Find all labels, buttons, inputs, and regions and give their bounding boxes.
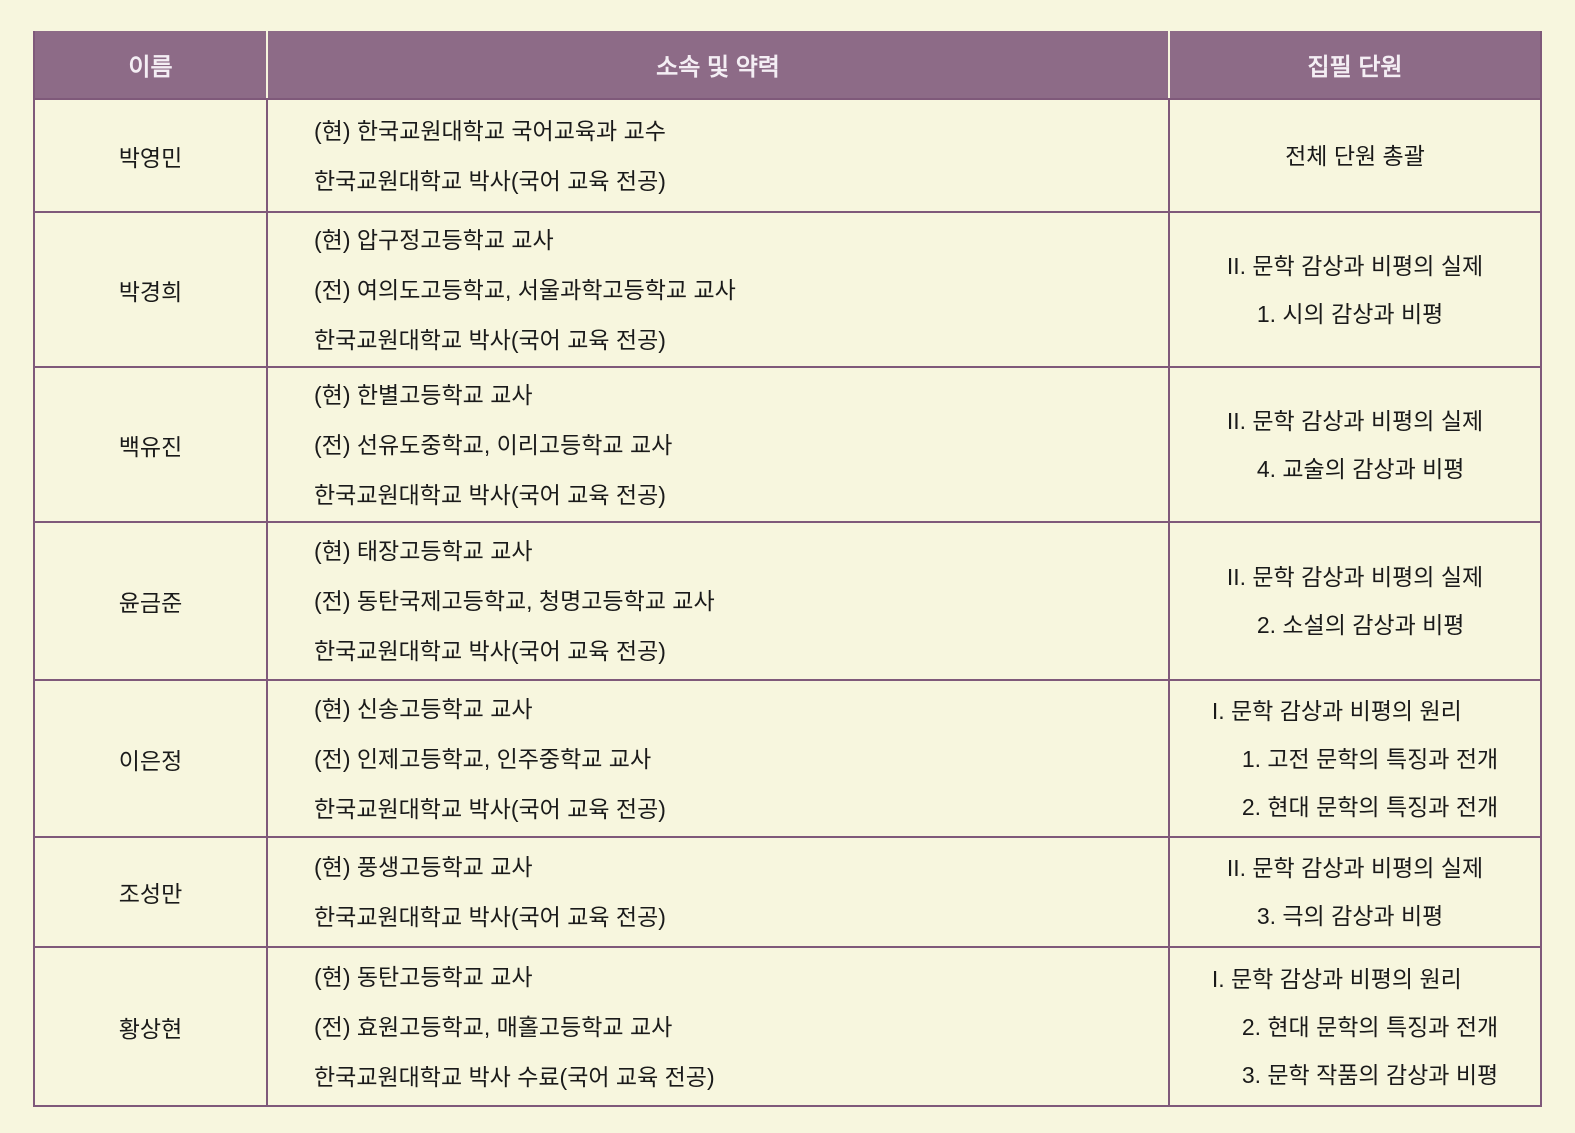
units-block: II. 문학 감상과 비평의 실제 1. 시의 감상과 비평: [1227, 242, 1483, 338]
career-line: (전) 인제고등학교, 인주중학교 교사: [314, 745, 652, 772]
unit-line: 3. 극의 감상과 비평: [1256, 903, 1444, 929]
unit-line: II. 문학 감상과 비평의 실제: [1226, 407, 1484, 434]
table-header-row: 이름 소속 및 약력 집필 단원: [35, 31, 1540, 100]
unit-line: II. 문학 감상과 비평의 실제: [1226, 855, 1484, 881]
table-row: 이은정 (현) 신송고등학교 교사 (전) 인제고등학교, 인주중학교 교사 한…: [35, 681, 1540, 838]
table-row: 박경희 (현) 압구정고등학교 교사 (전) 여의도고등학교, 서울과학고등학교…: [35, 213, 1540, 368]
career-line: 한국교원대학교 박사(국어 교육 전공): [314, 904, 666, 930]
unit-line: 1. 고전 문학의 특징과 전개: [1241, 745, 1499, 772]
unit-line: I. 문학 감상과 비평의 원리: [1211, 697, 1462, 724]
career-line: 한국교원대학교 박사(국어 교육 전공): [314, 638, 666, 664]
author-name: 조성만: [35, 838, 268, 946]
units-cell: II. 문학 감상과 비평의 실제 1. 시의 감상과 비평: [1170, 213, 1540, 366]
career-line: (현) 풍생고등학교 교사: [314, 854, 533, 880]
unit-line: 전체 단원 총괄: [1285, 142, 1425, 169]
authors-table: 이름 소속 및 약력 집필 단원 박영민 (현) 한국교원대학교 국어교육과 교…: [33, 31, 1542, 1107]
unit-line: II. 문학 감상과 비평의 실제: [1226, 564, 1484, 590]
units-cell: II. 문학 감상과 비평의 실제 4. 교술의 감상과 비평: [1170, 368, 1540, 521]
author-name: 박영민: [35, 100, 268, 211]
units-block: II. 문학 감상과 비평의 실제 2. 소설의 감상과 비평: [1227, 553, 1483, 649]
table-row: 황상현 (현) 동탄고등학교 교사 (전) 효원고등학교, 매홀고등학교 교사 …: [35, 948, 1540, 1105]
table-row: 백유진 (현) 한별고등학교 교사 (전) 선유도중학교, 이리고등학교 교사 …: [35, 368, 1540, 523]
career-line: (현) 한국교원대학교 국어교육과 교수: [314, 117, 666, 144]
career-line: 한국교원대학교 박사(국어 교육 전공): [314, 481, 666, 508]
table-row: 윤금준 (현) 태장고등학교 교사 (전) 동탄국제고등학교, 청명고등학교 교…: [35, 523, 1540, 681]
career-cell: (현) 신송고등학교 교사 (전) 인제고등학교, 인주중학교 교사 한국교원대…: [268, 681, 1170, 836]
career-cell: (현) 태장고등학교 교사 (전) 동탄국제고등학교, 청명고등학교 교사 한국…: [268, 523, 1170, 679]
units-block: I. 문학 감상과 비평의 원리 1. 고전 문학의 특징과 전개 2. 현대 …: [1212, 687, 1498, 831]
units-block: 전체 단원 총괄: [1285, 132, 1425, 180]
author-name: 이은정: [35, 681, 268, 836]
unit-line: 4. 교술의 감상과 비평: [1256, 455, 1465, 482]
career-line: (현) 동탄고등학교 교사: [314, 963, 533, 990]
career-line: (전) 동탄국제고등학교, 청명고등학교 교사: [314, 588, 715, 614]
career-line: (전) 선유도중학교, 이리고등학교 교사: [314, 431, 673, 458]
career-line: 한국교원대학교 박사(국어 교육 전공): [314, 167, 666, 194]
author-name: 박경희: [35, 213, 268, 366]
career-line: (현) 압구정고등학교 교사: [314, 226, 554, 253]
author-name: 백유진: [35, 368, 268, 521]
career-line: (현) 태장고등학교 교사: [314, 538, 533, 564]
column-header-units: 집필 단원: [1307, 54, 1403, 81]
unit-line: II. 문학 감상과 비평의 실제: [1226, 252, 1484, 279]
column-header-career: 소속 및 약력: [268, 31, 1170, 98]
career-line: (전) 효원고등학교, 매홀고등학교 교사: [314, 1013, 673, 1040]
career-line: 한국교원대학교 박사(국어 교육 전공): [314, 795, 666, 822]
table-row: 박영민 (현) 한국교원대학교 국어교육과 교수 한국교원대학교 박사(국어 교…: [35, 100, 1540, 213]
units-cell: 전체 단원 총괄: [1170, 100, 1540, 211]
table-row: 조성만 (현) 풍생고등학교 교사 한국교원대학교 박사(국어 교육 전공) I…: [35, 838, 1540, 948]
career-line: (현) 신송고등학교 교사: [314, 695, 533, 722]
units-block: II. 문학 감상과 비평의 실제 3. 극의 감상과 비평: [1227, 844, 1483, 940]
author-name: 황상현: [35, 948, 268, 1105]
career-line: (전) 여의도고등학교, 서울과학고등학교 교사: [314, 276, 736, 303]
unit-line: 2. 소설의 감상과 비평: [1256, 612, 1465, 638]
career-cell: (현) 동탄고등학교 교사 (전) 효원고등학교, 매홀고등학교 교사 한국교원…: [268, 948, 1170, 1105]
units-cell: I. 문학 감상과 비평의 원리 2. 현대 문학의 특징과 전개 3. 문학 …: [1170, 948, 1540, 1105]
unit-line: I. 문학 감상과 비평의 원리: [1211, 965, 1462, 992]
unit-line: 3. 문학 작품의 감상과 비평: [1241, 1061, 1499, 1088]
unit-line: 2. 현대 문학의 특징과 전개: [1241, 1013, 1499, 1040]
author-name: 윤금준: [35, 523, 268, 679]
career-cell: (현) 풍생고등학교 교사 한국교원대학교 박사(국어 교육 전공): [268, 838, 1170, 946]
units-cell: II. 문학 감상과 비평의 실제 2. 소설의 감상과 비평: [1170, 523, 1540, 679]
unit-line: 1. 시의 감상과 비평: [1256, 300, 1444, 327]
unit-line: 2. 현대 문학의 특징과 전개: [1241, 793, 1499, 820]
career-line: (현) 한별고등학교 교사: [314, 381, 533, 408]
units-cell: II. 문학 감상과 비평의 실제 3. 극의 감상과 비평: [1170, 838, 1540, 946]
career-cell: (현) 압구정고등학교 교사 (전) 여의도고등학교, 서울과학고등학교 교사 …: [268, 213, 1170, 366]
career-line: 한국교원대학교 박사 수료(국어 교육 전공): [314, 1063, 715, 1090]
units-block: II. 문학 감상과 비평의 실제 4. 교술의 감상과 비평: [1227, 397, 1483, 493]
career-cell: (현) 한별고등학교 교사 (전) 선유도중학교, 이리고등학교 교사 한국교원…: [268, 368, 1170, 521]
career-line: 한국교원대학교 박사(국어 교육 전공): [314, 326, 666, 353]
column-header-name: 이름: [35, 31, 268, 98]
units-cell: I. 문학 감상과 비평의 원리 1. 고전 문학의 특징과 전개 2. 현대 …: [1170, 681, 1540, 836]
career-cell: (현) 한국교원대학교 국어교육과 교수 한국교원대학교 박사(국어 교육 전공…: [268, 100, 1170, 211]
units-block: I. 문학 감상과 비평의 원리 2. 현대 문학의 특징과 전개 3. 문학 …: [1212, 955, 1498, 1099]
